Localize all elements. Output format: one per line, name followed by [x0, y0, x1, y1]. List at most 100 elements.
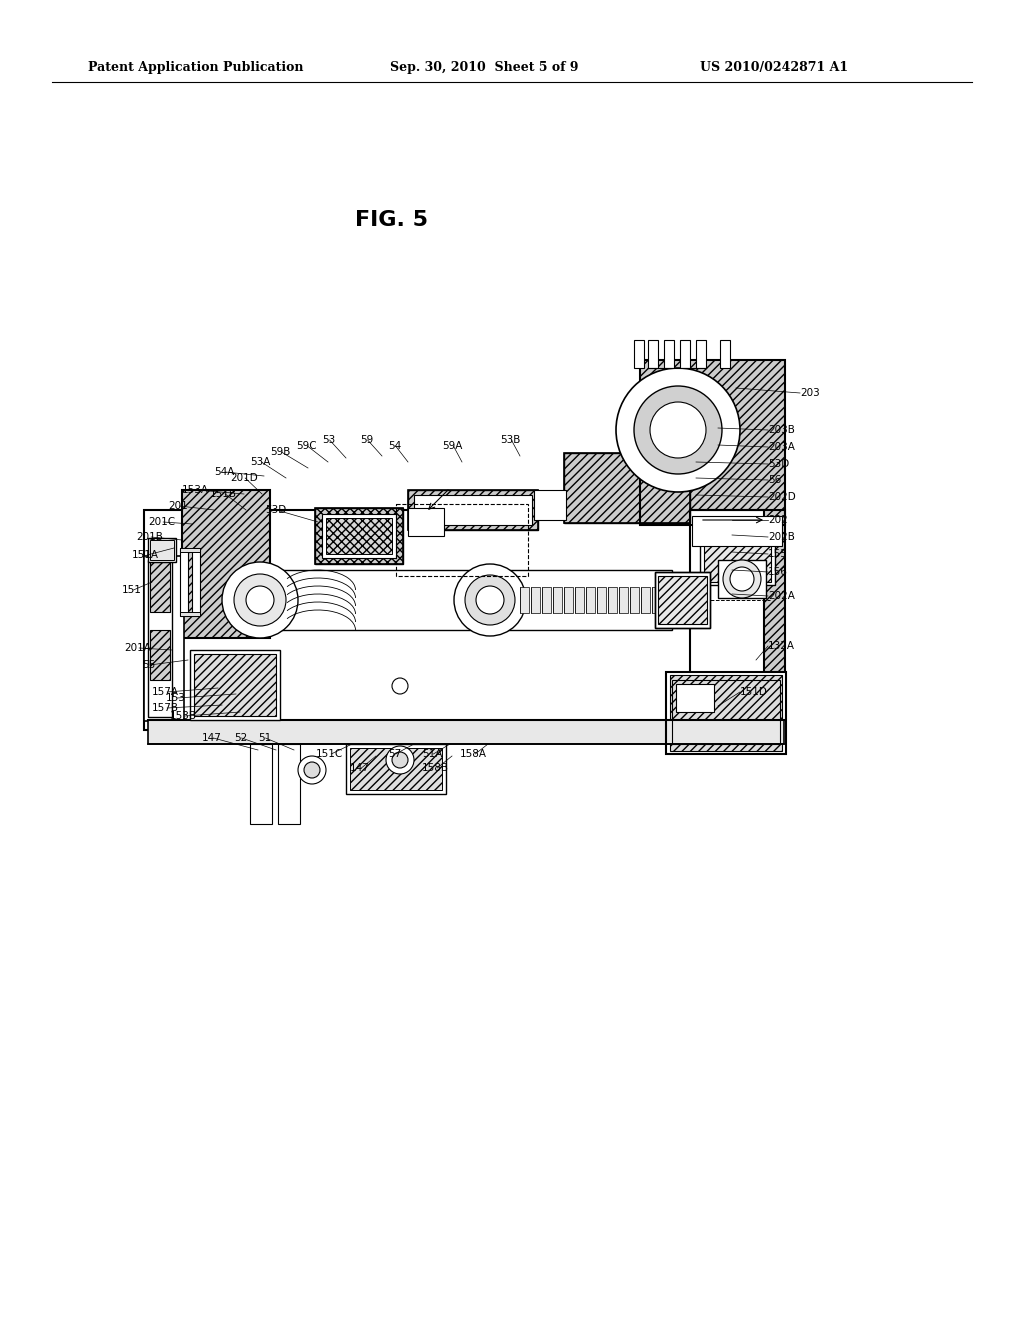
Bar — [641, 587, 650, 612]
Text: 202D: 202D — [768, 492, 796, 502]
Text: 53B: 53B — [500, 436, 520, 445]
Bar — [655, 572, 710, 628]
Bar — [148, 560, 172, 717]
Bar — [640, 360, 785, 525]
Bar — [414, 495, 532, 525]
Text: 59: 59 — [360, 436, 374, 445]
Text: 59C: 59C — [296, 441, 316, 451]
Circle shape — [465, 576, 515, 624]
Text: 147: 147 — [350, 763, 370, 774]
Bar — [350, 748, 442, 789]
Bar — [553, 587, 562, 612]
Text: 53D: 53D — [265, 506, 287, 515]
Circle shape — [634, 385, 722, 474]
Text: 158B: 158B — [422, 763, 449, 774]
Text: 156: 156 — [768, 568, 787, 577]
Text: 203: 203 — [800, 388, 820, 399]
Text: 201B: 201B — [136, 532, 163, 543]
Circle shape — [392, 678, 408, 694]
Bar — [700, 525, 775, 585]
Bar — [150, 562, 170, 612]
Circle shape — [234, 574, 286, 626]
Bar — [520, 587, 529, 612]
Text: US 2010/0242871 A1: US 2010/0242871 A1 — [700, 62, 848, 74]
Circle shape — [392, 752, 408, 768]
Bar — [618, 587, 628, 612]
Text: 203A: 203A — [768, 442, 795, 451]
Text: 54: 54 — [388, 441, 401, 451]
Bar — [531, 587, 540, 612]
Bar — [666, 672, 786, 754]
Bar — [322, 513, 396, 558]
Bar — [655, 572, 710, 628]
Text: 151C: 151C — [316, 748, 343, 759]
Bar — [564, 453, 690, 523]
Bar — [670, 675, 782, 751]
Bar — [534, 490, 566, 520]
Bar — [705, 528, 771, 582]
Bar — [564, 587, 573, 612]
Text: 203B: 203B — [768, 425, 795, 436]
Bar — [278, 744, 300, 824]
Text: 52: 52 — [234, 733, 247, 743]
Bar — [346, 744, 446, 795]
Bar — [658, 576, 707, 624]
Bar — [597, 587, 606, 612]
Text: 153: 153 — [166, 693, 186, 704]
Bar — [250, 744, 272, 824]
Text: 155: 155 — [768, 549, 787, 558]
Bar — [690, 510, 785, 680]
Bar — [193, 548, 200, 616]
Text: 151B: 151B — [210, 488, 237, 499]
Bar — [182, 490, 270, 638]
Bar — [180, 548, 188, 616]
Bar — [315, 508, 403, 564]
Bar — [586, 587, 595, 612]
Bar — [680, 341, 690, 368]
Bar — [408, 508, 444, 536]
Text: 56: 56 — [768, 475, 781, 484]
Bar — [666, 672, 786, 754]
Bar — [194, 653, 276, 715]
Circle shape — [616, 368, 740, 492]
Bar — [408, 490, 538, 531]
Text: 53A: 53A — [250, 457, 270, 467]
Text: 153B: 153B — [170, 711, 197, 721]
Text: Sep. 30, 2010  Sheet 5 of 9: Sep. 30, 2010 Sheet 5 of 9 — [390, 62, 579, 74]
Text: 202: 202 — [768, 515, 787, 525]
Bar — [630, 587, 639, 612]
Bar — [676, 684, 714, 711]
Circle shape — [730, 568, 754, 591]
Bar — [180, 548, 200, 552]
Bar — [652, 587, 662, 612]
Bar — [672, 680, 780, 744]
Bar — [634, 341, 644, 368]
Bar — [150, 540, 174, 560]
Circle shape — [476, 586, 504, 614]
Circle shape — [386, 746, 414, 774]
Bar — [564, 453, 690, 523]
Text: 54A: 54A — [214, 467, 234, 477]
Bar — [718, 560, 766, 598]
Bar — [326, 517, 392, 554]
Bar — [608, 587, 617, 612]
Bar — [315, 508, 403, 564]
Circle shape — [650, 403, 706, 458]
Text: 51A: 51A — [422, 748, 442, 759]
Bar — [148, 539, 176, 562]
Text: Patent Application Publication: Patent Application Publication — [88, 62, 303, 74]
Bar — [542, 587, 551, 612]
Text: 53: 53 — [322, 436, 335, 445]
Text: 53D: 53D — [768, 459, 790, 469]
Text: 157A: 157A — [152, 686, 179, 697]
Text: 132A: 132A — [768, 642, 795, 651]
Bar — [182, 490, 270, 638]
Text: 151: 151 — [122, 585, 142, 595]
Bar — [396, 504, 528, 576]
Bar — [180, 612, 200, 616]
Bar — [720, 341, 730, 368]
Bar — [648, 341, 658, 368]
Bar — [692, 516, 782, 546]
Text: 151A: 151A — [132, 550, 159, 560]
Bar — [690, 510, 785, 680]
